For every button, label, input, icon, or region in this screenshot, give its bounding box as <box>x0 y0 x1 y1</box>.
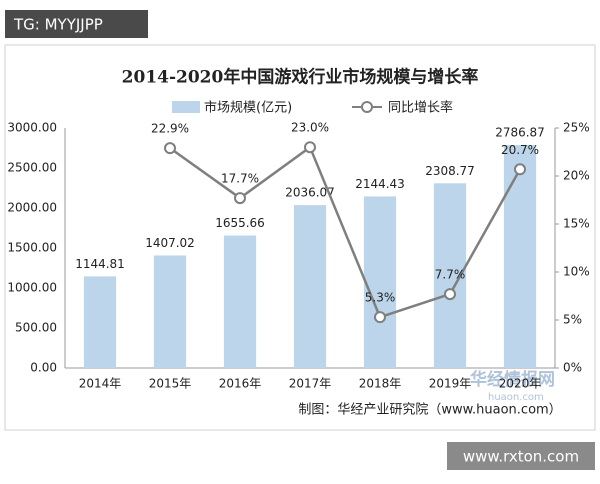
bar <box>83 276 117 368</box>
line-marker <box>374 311 386 324</box>
bar-value-label: 1655.66 <box>215 216 265 230</box>
x-tick-label: 2015年 <box>149 377 192 391</box>
legend-label: 同比增长率 <box>388 100 453 116</box>
tag-box <box>5 10 148 38</box>
line <box>169 145 522 319</box>
watermark-url: huaon.com <box>488 392 544 403</box>
line-value-label: 23.0% <box>291 121 329 135</box>
site-text: www.rxton.com <box>463 448 579 466</box>
source: 制图：华经产业研究院（www.huaon.com） <box>298 403 561 418</box>
tag-text: TG: MYYJJPP <box>13 16 103 34</box>
y2-tick-label: 10% <box>563 265 590 279</box>
y2-tick-label: 0% <box>563 361 582 375</box>
x-tick-label: 2019年 <box>429 377 472 391</box>
bar <box>153 255 187 368</box>
line-value-label: 20.7% <box>501 143 539 157</box>
y2-tick-label: 5% <box>563 313 582 327</box>
line-marker <box>304 141 316 154</box>
line-value-label: 22.9% <box>151 122 189 136</box>
bar <box>293 205 327 368</box>
bar-value-label: 2036.07 <box>285 186 335 200</box>
x-tick-label: 2014年 <box>79 377 122 391</box>
bar-value-label: 2786.87 <box>495 126 545 140</box>
bar-value-label: 1407.02 <box>145 236 195 250</box>
bar <box>223 235 257 368</box>
y-tick-label: 500.00 <box>15 321 57 335</box>
x-tick-label: 2018年 <box>359 377 402 391</box>
y-tick-label: 3000.00 <box>7 121 57 135</box>
line-marker <box>444 288 456 301</box>
line-marker <box>164 142 176 155</box>
line-value-label: 5.3% <box>365 291 396 305</box>
y2-tick-label: 15% <box>563 217 590 231</box>
legend-marker <box>361 101 373 113</box>
line-marker <box>234 192 246 205</box>
bar-value-label: 2308.77 <box>425 164 475 178</box>
bar-value-label: 1144.81 <box>75 257 125 271</box>
x-tick-label: 2017年 <box>289 377 332 391</box>
legend-swatch <box>172 101 200 113</box>
y2-tick-label: 20% <box>563 169 590 183</box>
legend-label: 市场规模(亿元) <box>204 100 292 116</box>
line-value-label: 17.7% <box>221 172 259 186</box>
chart-title: 2014-2020年中国游戏行业市场规模与增长率 <box>122 67 479 88</box>
y-tick-label: 1000.00 <box>7 281 57 295</box>
line-value-label: 7.7% <box>435 268 466 282</box>
bar <box>363 196 397 368</box>
y2-tick-label: 25% <box>563 121 590 135</box>
y-tick-label: 2000.00 <box>7 201 57 215</box>
x-tick-label: 2016年 <box>219 377 262 391</box>
bar-value-label: 2144.43 <box>355 177 405 191</box>
site-box <box>447 442 595 470</box>
line-marker <box>514 163 526 176</box>
x-tick-label: 2020年 <box>499 377 542 391</box>
bar <box>503 145 537 368</box>
watermark-logo: 华经情报网 <box>470 369 555 390</box>
y-tick-label: 0.00 <box>30 361 57 375</box>
y-tick-label: 1500.00 <box>7 241 57 255</box>
y-tick-label: 2500.00 <box>7 161 57 175</box>
